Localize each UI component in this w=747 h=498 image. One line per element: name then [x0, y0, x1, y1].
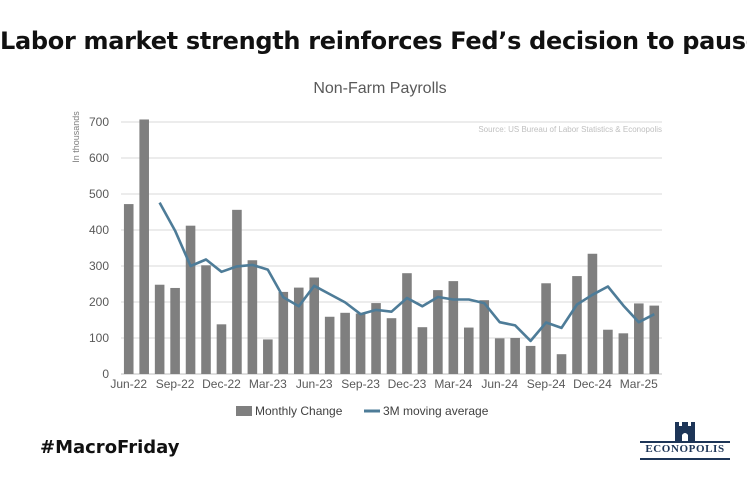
y-tick-label: 700 [89, 115, 109, 129]
bar-monthly-change [232, 209, 242, 374]
y-axis-label: In thousands [71, 111, 81, 163]
hashtag: #MacroFriday [40, 437, 180, 458]
bar-monthly-change [293, 287, 304, 374]
x-tick-label: Dec-24 [573, 377, 612, 391]
bar-monthly-change [123, 204, 134, 374]
x-tick-label: Sep-24 [527, 377, 566, 391]
legend: Monthly Change 3M moving average [236, 404, 489, 418]
y-tick-label: 500 [89, 187, 109, 201]
bar-monthly-change [463, 327, 474, 374]
bar-monthly-change [649, 305, 660, 374]
y-tick-label: 100 [89, 331, 109, 345]
bar-monthly-change [510, 338, 520, 374]
y-tick-label: 200 [89, 295, 109, 309]
bar-monthly-change [587, 253, 598, 374]
x-tick-label: Jun-23 [296, 377, 333, 391]
bar-monthly-change [216, 324, 227, 374]
bar-monthly-change [479, 300, 490, 374]
x-tick-label: Sep-23 [341, 377, 380, 391]
bar-monthly-change [170, 287, 180, 374]
x-tick-label: Jun-24 [481, 377, 518, 391]
x-tick-labels: Jun-22 Sep-22 Dec-22 Mar-23 Jun-23 Sep-23 Dec-… [110, 377, 658, 391]
bar-monthly-change [448, 281, 459, 374]
legend-bar-label: Monthly Change [255, 404, 343, 418]
y-tick-label: 300 [89, 259, 109, 273]
bar-monthly-change [278, 291, 289, 374]
legend-bar-swatch [236, 406, 252, 416]
x-tick-label: Mar-25 [620, 377, 658, 391]
bar-monthly-change [494, 338, 505, 374]
x-tick-label: Dec-23 [388, 377, 427, 391]
bar-monthly-change [417, 327, 428, 374]
bar-monthly-change [340, 312, 350, 374]
bar-monthly-change [247, 260, 258, 374]
bar-monthly-change [634, 303, 644, 374]
bar-monthly-change [541, 283, 551, 374]
bar-monthly-change [355, 313, 366, 374]
moving-average-layer [158, 201, 655, 343]
headline: Labor market strength reinforces Fed’s d… [0, 27, 747, 55]
x-tick-label: Mar-23 [249, 377, 287, 391]
bar-monthly-change [309, 277, 320, 374]
bar-monthly-change [433, 290, 443, 374]
x-tick-label: Mar-24 [434, 377, 472, 391]
bar-monthly-change [371, 303, 381, 374]
bars-layer [123, 119, 660, 374]
y-tick-label: 400 [89, 223, 109, 237]
bar-monthly-change [402, 273, 412, 374]
legend-line-label: 3M moving average [383, 404, 489, 418]
y-tick-label: 600 [89, 151, 109, 165]
castle-tower-icon [675, 422, 695, 441]
source-note: Source: US Bureau of Labor Statistics & … [478, 125, 662, 134]
bar-monthly-change [324, 316, 335, 374]
econopolis-logo: ECONOPOLIS [640, 418, 730, 464]
bar-monthly-change [556, 354, 567, 374]
bar-monthly-change [154, 284, 165, 374]
bar-monthly-change [525, 345, 536, 374]
bar-monthly-change [603, 329, 613, 374]
chart-title: Non-Farm Payrolls [313, 80, 446, 97]
logo-text: ECONOPOLIS [645, 443, 725, 455]
bar-monthly-change [263, 339, 273, 374]
bar-monthly-change [572, 276, 582, 374]
y-tick-labels: 0 100 200 300 400 500 600 700 [89, 115, 109, 381]
x-tick-label: Sep-22 [156, 377, 195, 391]
bar-monthly-change [618, 333, 629, 374]
bar-monthly-change [201, 265, 211, 374]
bar-monthly-change [139, 119, 149, 374]
bar-monthly-change [185, 225, 196, 374]
x-tick-label: Dec-22 [202, 377, 241, 391]
bar-monthly-change [386, 318, 397, 374]
line-3m-moving-average [158, 201, 655, 343]
y-tick-label: 0 [102, 367, 109, 381]
x-tick-label: Jun-22 [110, 377, 147, 391]
